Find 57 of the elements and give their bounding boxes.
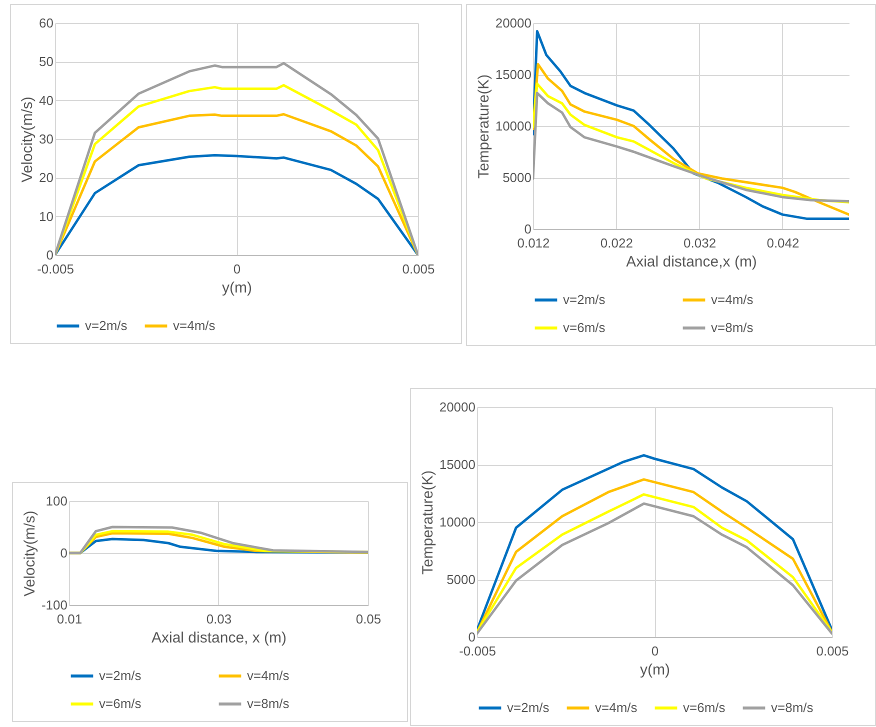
y-tick-label: 0 bbox=[46, 248, 54, 262]
y-tick-label: 60 bbox=[39, 16, 54, 30]
legend-label: v=2m/s bbox=[507, 700, 550, 715]
x-axis-title: Axial distance,x (m) bbox=[626, 254, 757, 270]
y-tick-label: 50 bbox=[39, 54, 54, 70]
line-series bbox=[55, 154, 418, 255]
y-axis-title: Temperature(K) bbox=[475, 74, 492, 179]
x-tick-label: -0.005 bbox=[37, 262, 74, 276]
x-axis-title: Axial distance, x (m) bbox=[151, 630, 287, 646]
y-tick-label: 0 bbox=[468, 630, 476, 644]
y-tick-label: 5000 bbox=[502, 170, 532, 185]
legend-label: v=4m/s bbox=[595, 700, 638, 715]
legend-label: v=4m/s bbox=[173, 318, 216, 333]
y-tick-label: 10 bbox=[39, 208, 54, 224]
legend-label: v=4m/s bbox=[711, 292, 754, 307]
x-tick-label: 0.022 bbox=[600, 236, 633, 250]
x-tick-label: 0 bbox=[233, 262, 241, 276]
y-tick-label: 20000 bbox=[495, 16, 532, 30]
y-tick-label: 15000 bbox=[439, 457, 476, 472]
y-axis-title: Velocity(m/s) bbox=[21, 510, 38, 596]
legend-label: v=2m/s bbox=[85, 318, 128, 333]
legend-label: v=8m/s bbox=[771, 700, 814, 715]
legend-label: v=2m/s bbox=[563, 292, 606, 307]
y-tick-label: 5000 bbox=[446, 572, 476, 587]
line-series bbox=[55, 113, 418, 255]
legend-label: v=8m/s bbox=[711, 320, 754, 335]
legend-label: v=6m/s bbox=[563, 320, 606, 335]
y-tick-label: 15000 bbox=[495, 67, 532, 82]
x-tick-label: 0.05 bbox=[356, 612, 382, 626]
y-axis-title: Velocity(m/s) bbox=[19, 96, 36, 182]
y-tick-label: 30 bbox=[39, 132, 54, 146]
x-tick-label: 0.005 bbox=[816, 644, 849, 658]
x-tick-label: 0 bbox=[651, 644, 659, 658]
y-tick-label: 0 bbox=[60, 546, 68, 560]
x-tick-label: 0.005 bbox=[402, 262, 435, 276]
y-tick-label: 20000 bbox=[439, 400, 476, 414]
y-tick-label: 100 bbox=[46, 494, 68, 508]
x-axis-title: y(m) bbox=[222, 280, 252, 296]
legend-label: v=4m/s bbox=[247, 668, 290, 683]
y-tick-label: 40 bbox=[39, 92, 54, 108]
y-tick-label: 10000 bbox=[495, 118, 532, 134]
x-tick-label: 0.03 bbox=[206, 612, 232, 626]
legend-label: v=6m/s bbox=[99, 696, 142, 711]
x-tick-label: 0.012 bbox=[517, 236, 550, 250]
y-tick-label: -100 bbox=[41, 598, 68, 612]
x-tick-label: -0.005 bbox=[459, 644, 496, 658]
x-tick-label: 0.01 bbox=[56, 612, 82, 626]
legend-label: v=6m/s bbox=[683, 700, 726, 715]
legend-label: v=8m/s bbox=[247, 696, 290, 711]
y-tick-label: 10000 bbox=[439, 514, 476, 530]
y-tick-label: 20 bbox=[39, 170, 54, 186]
legend-label: v=2m/s bbox=[99, 668, 142, 683]
x-axis-title: y(m) bbox=[640, 662, 670, 678]
x-tick-label: 0.042 bbox=[766, 236, 800, 250]
x-tick-label: 0.032 bbox=[684, 236, 716, 250]
y-tick-label: 0 bbox=[524, 222, 532, 236]
y-axis-title: Temperature(K) bbox=[419, 470, 436, 575]
